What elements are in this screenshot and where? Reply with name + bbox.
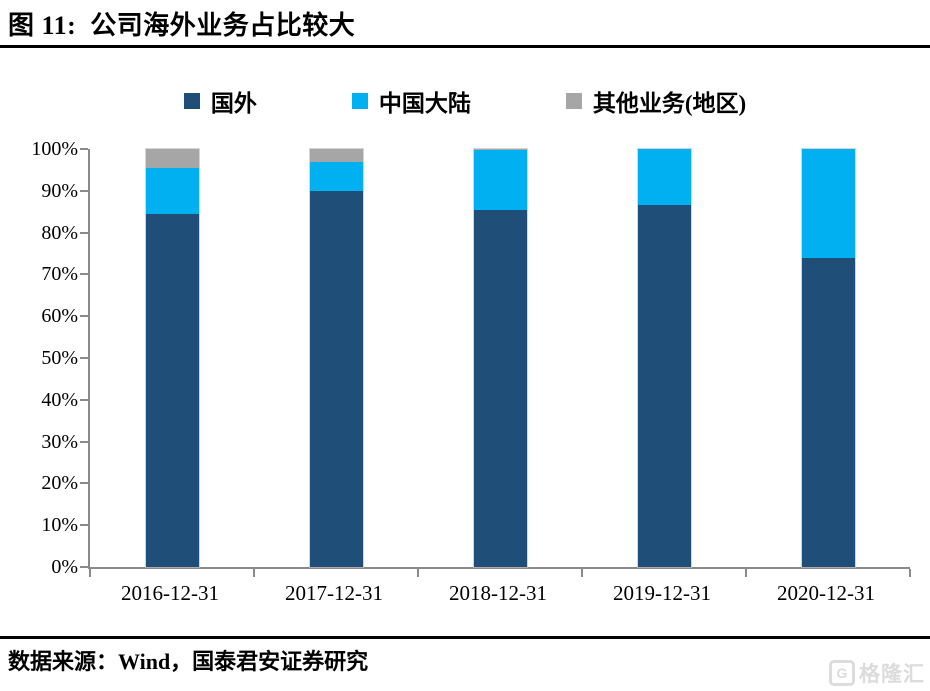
bar-slot bbox=[418, 148, 582, 568]
bar-segment bbox=[309, 161, 363, 191]
y-axis-tick bbox=[80, 189, 88, 192]
bar-segment bbox=[473, 149, 527, 151]
x-axis-category-label: 2016-12-31 bbox=[121, 581, 219, 605]
stacked-bar bbox=[472, 148, 528, 568]
x-axis-category-label: 2020-12-31 bbox=[777, 581, 875, 605]
y-axis-tick bbox=[80, 357, 88, 359]
y-axis-tick-label: 40% bbox=[41, 388, 78, 411]
x-axis-tick bbox=[909, 569, 911, 577]
y-axis-tick-label: 30% bbox=[41, 430, 78, 453]
x-axis-tick bbox=[581, 569, 583, 577]
x-axis-category-label: 2018-12-31 bbox=[449, 581, 547, 605]
legend-item: 国外 bbox=[183, 84, 257, 118]
y-axis-tick-label: 20% bbox=[41, 472, 78, 495]
footer-divider-rule bbox=[0, 636, 930, 639]
data-source-text: 数据来源：Wind，国泰君安证券研究 bbox=[8, 649, 369, 674]
bar-slot bbox=[582, 148, 746, 568]
bar-segment bbox=[637, 205, 691, 567]
plot-area bbox=[80, 148, 911, 577]
y-axis-tick-label: 90% bbox=[41, 179, 78, 202]
x-axis-tick bbox=[745, 569, 747, 577]
y-axis-tick bbox=[80, 315, 88, 318]
y-axis-tick bbox=[80, 440, 88, 443]
legend-item: 其他业务(地区) bbox=[565, 84, 747, 118]
bar-segment bbox=[801, 149, 855, 258]
x-axis-category-label: 2019-12-31 bbox=[613, 581, 711, 605]
bar-segment bbox=[801, 257, 855, 567]
legend-item: 中国大陆 bbox=[351, 84, 471, 118]
stacked-bar bbox=[308, 148, 364, 568]
bar-slots bbox=[90, 148, 910, 568]
y-axis-tick bbox=[80, 482, 88, 485]
y-axis-tick bbox=[80, 566, 88, 568]
bar-segment bbox=[473, 150, 527, 211]
stacked-bar bbox=[800, 148, 856, 568]
y-axis-tick-label: 10% bbox=[41, 514, 78, 537]
title-divider-rule bbox=[0, 45, 930, 48]
y-axis-tick bbox=[80, 524, 88, 527]
y-axis-tick bbox=[80, 231, 88, 234]
chart-legend: 国外 中国大陆 其他业务(地区) bbox=[0, 84, 930, 118]
legend-label: 其他业务(地区) bbox=[592, 91, 747, 116]
x-axis-tick bbox=[417, 569, 419, 577]
y-axis-tick-label: 70% bbox=[41, 263, 78, 286]
stacked-bar bbox=[636, 148, 692, 568]
bar-segment bbox=[309, 190, 363, 567]
y-axis-tick-label: 60% bbox=[41, 305, 78, 328]
x-axis-tick bbox=[89, 569, 91, 577]
bar-slot bbox=[746, 148, 910, 568]
gelonghui-logo-icon: G bbox=[829, 660, 855, 686]
y-axis-tick-label: 80% bbox=[41, 221, 78, 244]
bar-segment bbox=[145, 167, 199, 214]
y-axis-tick-label: 0% bbox=[51, 556, 78, 578]
y-axis-tick-label: 100% bbox=[31, 138, 78, 160]
x-axis-category-label: 2017-12-31 bbox=[285, 581, 383, 605]
bar-slot bbox=[90, 148, 254, 568]
bar-segment bbox=[473, 210, 527, 567]
y-axis-tick bbox=[80, 148, 88, 150]
x-axis-tick bbox=[253, 569, 255, 577]
stacked-bar-chart: 2016-12-31 2017-12-31 2018-12-31 2019-12-31… bbox=[0, 138, 930, 619]
gelonghui-watermark-text: 格隆汇 bbox=[859, 662, 925, 686]
bar-slot bbox=[254, 148, 418, 568]
stacked-bar bbox=[144, 148, 200, 568]
legend-label: 中国大陆 bbox=[378, 91, 471, 116]
y-axis-tick-label: 50% bbox=[41, 347, 78, 369]
figure-title: 图 11: 公司海外业务占比较大 bbox=[8, 11, 356, 40]
legend-label: 国外 bbox=[210, 91, 257, 116]
legend-swatch bbox=[351, 93, 368, 109]
bar-segment bbox=[145, 149, 199, 168]
bar-segment bbox=[309, 149, 363, 162]
y-axis-tick bbox=[80, 273, 88, 276]
y-axis-tick bbox=[80, 398, 88, 401]
bar-segment bbox=[637, 149, 691, 206]
x-axis-labels: 2016-12-31 2017-12-31 2018-12-31 2019-12-31… bbox=[88, 581, 908, 606]
gelonghui-watermark: G 格隆汇 bbox=[829, 658, 925, 688]
legend-swatch bbox=[565, 93, 582, 109]
legend-swatch bbox=[183, 93, 200, 109]
bar-segment bbox=[145, 213, 199, 567]
